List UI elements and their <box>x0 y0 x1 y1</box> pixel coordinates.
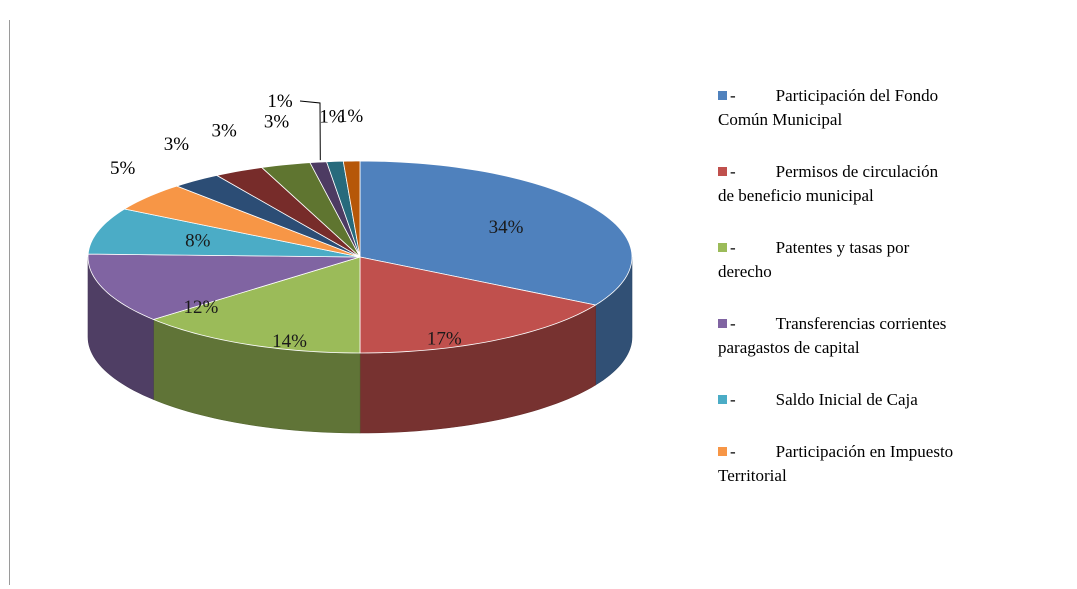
slice-data-label: 5% <box>110 158 136 179</box>
slice-data-label: 8% <box>185 231 211 252</box>
pie-slice <box>260 162 361 258</box>
legend-swatch <box>718 319 727 328</box>
pie-slice <box>359 256 597 354</box>
label-leader-line <box>299 100 321 161</box>
legend-label-continuation: de beneficio municipal <box>718 186 874 205</box>
pie-slice <box>359 160 633 306</box>
legend-dash: - <box>730 390 736 409</box>
legend-item: - Transferencias corrientes paragastos de… <box>718 312 1068 360</box>
pie-labels: 34%17%14%12%8%5%3%3% 3%1%1%1% <box>110 91 524 352</box>
legend-dash: - <box>730 314 736 333</box>
slice-data-label: 3% <box>212 121 238 142</box>
slice-data-label: 1% <box>319 107 345 128</box>
legend-item: - Saldo Inicial de Caja <box>718 388 1068 412</box>
chart-frame-line <box>9 20 10 585</box>
legend-dash: - <box>730 442 736 461</box>
legend-item: - Participación en Impuesto Territorial <box>718 440 1068 488</box>
legend-label: Saldo Inicial de Caja <box>775 390 918 409</box>
legend-item: - Permisos de circulación de beneficio mu… <box>718 160 1068 208</box>
legend-dash: - <box>730 86 736 105</box>
pie-sides <box>87 256 633 434</box>
pie-slice <box>123 185 361 258</box>
legend-item: - Participación del Fondo Común Municipal <box>718 84 1068 132</box>
legend-swatch <box>718 243 727 252</box>
legend-dash: - <box>730 238 736 257</box>
legend-swatch <box>718 91 727 100</box>
legend-swatch <box>718 447 727 456</box>
pie-tops <box>87 160 633 354</box>
pie-slice <box>87 208 361 258</box>
slice-data-label: 34% <box>489 217 524 238</box>
pie-slice <box>87 253 361 320</box>
pie-slice <box>215 167 361 258</box>
legend-label-continuation: derecho <box>718 262 772 281</box>
pie-slice <box>152 256 361 354</box>
legend-label-continuation: paragastos de capital <box>718 338 860 357</box>
legend-label: Participación del Fondo <box>775 86 939 105</box>
slice-data-label: 1% <box>267 91 293 112</box>
slice-data-label: 3% <box>164 134 190 155</box>
legend-label: Transferencias corrientes <box>775 314 947 333</box>
slice-data-label: 1% <box>338 106 364 127</box>
legend-dash: - <box>730 162 736 181</box>
slice-data-label: 14% <box>272 331 307 352</box>
pie-slice <box>342 160 361 258</box>
legend-swatch <box>718 395 727 404</box>
legend-item: - Patentes y tasas por derecho <box>718 236 1068 284</box>
legend-label-continuation: Común Municipal <box>718 110 843 129</box>
legend-label-continuation: Territorial <box>718 466 787 485</box>
slice-data-label: 12% <box>183 297 218 318</box>
legend-label: Participación en Impuesto <box>775 442 954 461</box>
legend-label: Patentes y tasas por <box>775 238 910 257</box>
legend-label: Permisos de circulación <box>775 162 939 181</box>
pie-slice <box>175 174 361 258</box>
legend-swatch <box>718 167 727 176</box>
legend: - Participación del Fondo Común Municipal… <box>718 84 1068 516</box>
slice-data-label: 17% <box>427 329 462 350</box>
slice-data-label: 3% <box>264 111 290 132</box>
